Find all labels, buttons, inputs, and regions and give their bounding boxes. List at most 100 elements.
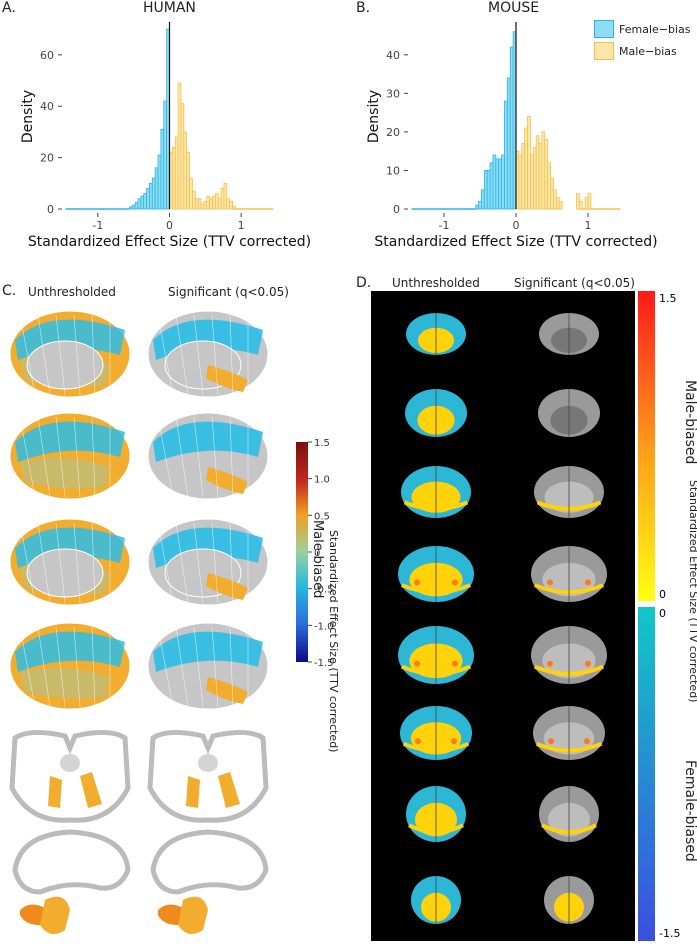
panel-c-col-unthresholded: Unthresholded [28, 285, 116, 299]
panel-c-letter: C. [2, 283, 17, 299]
left-striatum [186, 776, 200, 808]
left-striatum [48, 776, 62, 808]
parcel-border [211, 416, 219, 498]
hist-bar [137, 198, 142, 210]
panel-b-letter: B. [356, 0, 371, 16]
y-tick-label: 30 [386, 87, 400, 100]
cerebellum [20, 904, 45, 925]
colorbar-d-tick-max: 1.5 [659, 292, 677, 305]
mouse-histogram-plot: 0 10 20 30 40 -1 0 1 Standardized Effect Size (T… [366, 22, 658, 250]
hist-bar [194, 198, 199, 210]
colorbar-c-tick-label: -1.5 [314, 658, 334, 669]
colorbar-c-labels: Standardized Effect Size (TTV corrected) [327, 455, 360, 752]
parcel-border [229, 416, 234, 498]
hist-bar [229, 200, 233, 210]
colorbar-c-tick-label: 0 [314, 548, 320, 559]
colorbar-d-lower-label: Female-biased [682, 760, 697, 862]
hist-bar [529, 154, 534, 210]
cortex-surface [9, 622, 131, 710]
hist-bar [183, 131, 188, 210]
panel-d-col-unthresholded: Unthresholded [392, 276, 480, 290]
hist-bar [524, 127, 528, 210]
parcel-border [229, 314, 234, 396]
hist-bar [143, 193, 147, 210]
hist-bar [587, 193, 592, 210]
frontal-parietal-region [153, 421, 263, 462]
hist-bar [206, 195, 211, 210]
male-hotspot [547, 579, 553, 586]
sagittal-slice [12, 829, 131, 934]
parcel-border [157, 522, 174, 604]
hist-bar [128, 206, 133, 210]
colorbar-c-upper-label: Male-biased [310, 520, 325, 599]
hist-bar [498, 158, 503, 210]
hist-bar [518, 154, 523, 210]
temporal-region [20, 668, 110, 699]
hist-bar [171, 146, 176, 210]
hist-bar [521, 143, 526, 210]
parcel-border [157, 626, 174, 708]
hist-bar [189, 177, 193, 210]
hist-bar [226, 198, 231, 210]
mouse-coronal-slice [539, 313, 599, 355]
hist-bar [131, 204, 136, 210]
hist-bar [157, 154, 162, 210]
panel-d-col-significant: Significant (q<0.05) [514, 276, 635, 290]
hist-bar [146, 188, 150, 210]
y-tick-label: 20 [386, 126, 400, 139]
male-hotspot [585, 579, 591, 586]
human-histogram-plot: 0 20 40 60 -1 0 1 Standardized Effect Size (TTV… [20, 22, 311, 250]
parcel-border [175, 626, 189, 708]
parcel-border [19, 416, 36, 498]
human-histogram: 0 20 40 60 -1 0 1 Standardized Effect Size (TTV… [20, 22, 311, 250]
hist-bar [223, 182, 228, 210]
cortex-surface [147, 310, 269, 398]
hist-bar [217, 198, 222, 210]
colorbar-c: 1.5 1.0 0.5 0 -0.5 -1.0 -1.5 [296, 438, 334, 669]
parcel-border [55, 626, 66, 708]
panel-a-title: HUMAN [143, 0, 196, 16]
male-hotspot [584, 738, 590, 745]
hist-bar [149, 182, 153, 210]
hist-bar [186, 152, 190, 210]
hist-bar [134, 202, 139, 210]
mouse-coronal-slice [531, 626, 607, 684]
hist-bar [535, 135, 540, 210]
mouse-brain-panel [371, 291, 635, 941]
parcel-border [175, 416, 189, 498]
cortex-surface [9, 518, 131, 606]
y-tick-label: 60 [40, 49, 54, 62]
parcel-border [91, 626, 96, 708]
colorbar-c-main-label: Standardized Effect Size (TTV corrected) [327, 530, 340, 753]
hist-bar [174, 136, 179, 210]
temporal-region [20, 458, 110, 489]
mouse-coronal-slice [398, 626, 474, 684]
thalamus [60, 754, 80, 772]
mouse-coronal-slice [544, 876, 594, 924]
hist-bar [558, 200, 563, 210]
mouse-coronal-slice [401, 466, 471, 518]
parcel-border [193, 416, 204, 498]
mouse-coronal-slice [400, 706, 472, 760]
colorbar-d-female-gradient [638, 607, 655, 941]
x-tick-label: -1 [92, 219, 103, 232]
colorbar-c-tick-label: -0.5 [314, 585, 334, 596]
hist-bar [475, 204, 479, 210]
parcel-border [37, 416, 51, 498]
parcel-border [193, 626, 204, 708]
hist-bar [177, 82, 182, 210]
y-axis-label: Density [20, 90, 36, 143]
colorbar-c-tick-label: 0.5 [314, 511, 330, 522]
parcel-border [157, 314, 174, 396]
colorbar-d-main-label: Standardized Effect Size (TTV corrected) [687, 480, 697, 703]
mouse-coronal-slice [405, 389, 467, 437]
y-tick-label: 40 [40, 100, 54, 113]
colorbar-d: 1.5 0 0 -1.5 [635, 291, 680, 941]
parcel-border [37, 522, 51, 604]
human-brain-maps-group [9, 310, 269, 934]
male-hotspot [547, 660, 553, 667]
colorbar-d-male-gradient [638, 291, 655, 601]
hist-bar [154, 167, 159, 210]
coronal-slice [9, 730, 131, 823]
sagittal-outline [12, 829, 131, 895]
